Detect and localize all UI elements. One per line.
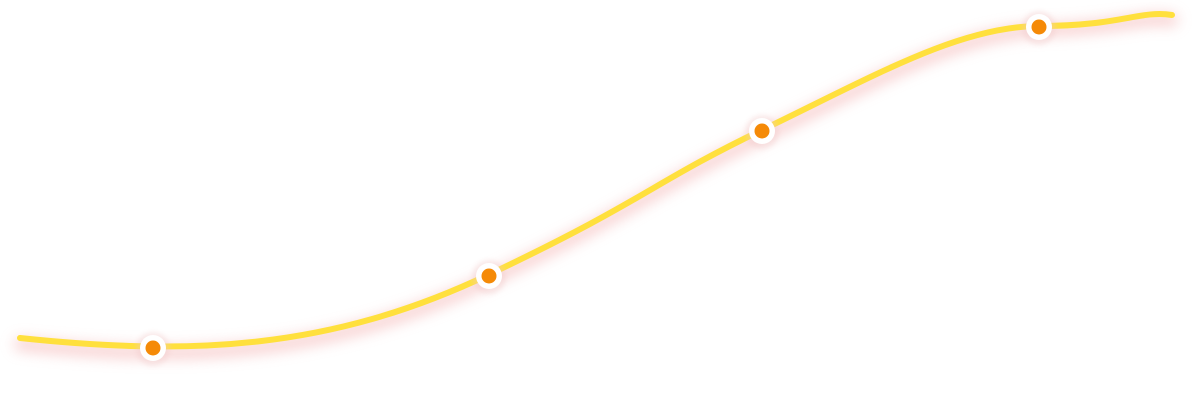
curve-marker-4[interactable] [1022, 11, 1056, 45]
marker-dot [754, 123, 770, 139]
curve-marker-2[interactable] [472, 260, 506, 294]
marker-dot [145, 340, 161, 356]
curve-glow [14, 13, 1178, 359]
curve-marker-3[interactable] [745, 115, 779, 149]
marker-dot [1031, 19, 1047, 35]
curve-marker-1[interactable] [136, 332, 170, 366]
curve-line [17, 11, 1175, 350]
marker-dot [481, 268, 497, 284]
curve-markers [136, 11, 1056, 366]
